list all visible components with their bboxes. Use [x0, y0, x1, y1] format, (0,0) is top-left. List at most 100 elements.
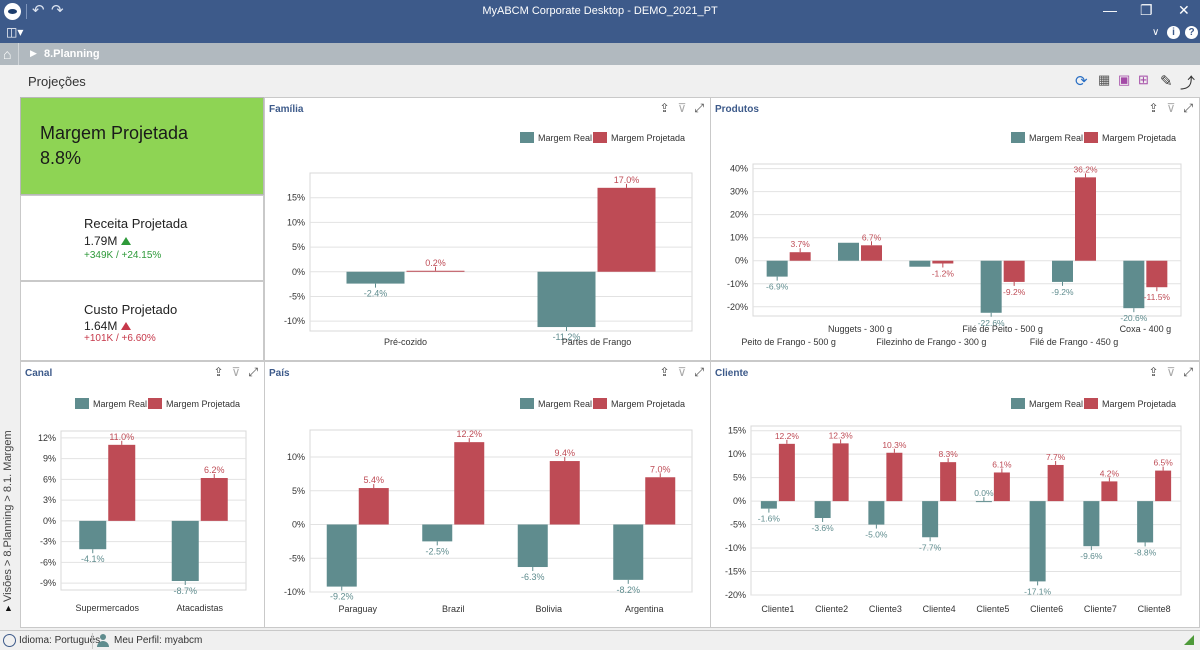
data-label: 4.2% — [1100, 468, 1120, 478]
data-label: -17.1% — [1024, 586, 1051, 596]
breadcrumb-item[interactable]: 8.Planning — [44, 48, 100, 60]
info-icon[interactable]: i — [1167, 26, 1180, 39]
y-tick-label: 3% — [43, 495, 56, 505]
chart-legend: Margem Real Margem Projetada — [1011, 132, 1176, 143]
legend-swatch-projetada — [1084, 132, 1098, 143]
kpi-label: Custo Projetado — [84, 302, 178, 317]
data-label: -6.9% — [766, 282, 789, 292]
resize-grip-icon[interactable] — [1184, 635, 1194, 645]
minimize-button[interactable]: — — [1103, 2, 1117, 18]
x-category-label: Supermercados — [75, 603, 139, 613]
data-label: -6.3% — [521, 572, 545, 582]
side-navigation-tab[interactable]: Visões > 8.Planning > 8.1. Margem ▲ — [0, 97, 19, 627]
bar-projetada — [993, 472, 1010, 502]
help-icon[interactable]: ? — [1185, 26, 1198, 39]
x-category-label: Partes de Frango — [562, 337, 632, 347]
export-icon[interactable]: ⇪ — [1148, 365, 1159, 379]
chevron-down-icon[interactable]: ∨ — [1152, 27, 1160, 38]
layout-menu-icon[interactable]: ◫▾ — [6, 25, 24, 39]
data-label: -9.6% — [1080, 551, 1103, 561]
home-icon[interactable]: ⌂ — [3, 46, 12, 62]
data-label: 8.3% — [938, 449, 958, 459]
x-category-label: Filé de Frango - 450 g — [1030, 337, 1119, 347]
x-category-label: Filezinho de Frango - 300 g — [876, 337, 986, 347]
expand-arrow-icon[interactable]: ▲ — [4, 603, 13, 613]
panel-toolbar: ⇪ ⊽ ⤢ — [652, 101, 704, 116]
maximize-icon[interactable]: ⤢ — [694, 365, 704, 379]
refresh-icon[interactable]: ⟳ — [1075, 73, 1088, 90]
y-tick-label: -5% — [289, 553, 305, 563]
data-label: 11.0% — [109, 432, 134, 442]
data-label: 6.7% — [862, 232, 882, 242]
data-label: -20.6% — [1120, 313, 1147, 323]
bar-real — [814, 501, 831, 519]
bar-projetada — [406, 270, 465, 272]
trend-up-icon — [121, 322, 132, 330]
export-icon[interactable]: ⇪ — [213, 365, 224, 379]
filter-clear-icon[interactable]: ⊽ — [1166, 365, 1176, 379]
command-bar: ◫▾ ∨ i ? — [0, 23, 1200, 43]
bar-real — [766, 260, 788, 277]
legend-label-projetada: Margem Projetada — [611, 133, 685, 143]
data-label: 6.5% — [1153, 458, 1173, 468]
redo-icon[interactable]: ↷ — [51, 2, 64, 19]
bar-projetada — [108, 444, 136, 521]
filter-clear-icon[interactable]: ⊽ — [231, 365, 241, 379]
legend-label-real: Margem Real — [538, 399, 592, 409]
kpi-delta: +349K / +24.15% — [84, 250, 162, 261]
filter-clear-icon[interactable]: ⊽ — [1166, 101, 1176, 115]
bar-projetada — [789, 252, 811, 261]
legend-label-real: Margem Real — [1029, 133, 1083, 143]
y-tick-label: 5% — [292, 486, 305, 496]
filter-clear-icon[interactable]: ⊽ — [677, 365, 687, 379]
grid-icon[interactable]: ▦ — [1098, 72, 1111, 87]
panel-canal: Margem Real Margem Projetada -9% -6% -3% 0% 3%… — [20, 361, 265, 628]
data-label: -11.5% — [1144, 292, 1171, 302]
export-icon[interactable]: ⇪ — [1148, 101, 1159, 115]
share-icon[interactable]: ⤴ — [1180, 75, 1196, 92]
bar-projetada — [861, 245, 882, 261]
undo-icon[interactable]: ↶ — [32, 2, 45, 19]
maximize-icon[interactable]: ⤢ — [1183, 101, 1193, 115]
chart-canal: Margem Real Margem Projetada -9% -6% -3% 0% 3%… — [38, 398, 247, 613]
bar-real — [975, 501, 992, 503]
y-tick-label: 0% — [292, 267, 305, 277]
x-category-label: Cliente5 — [976, 604, 1009, 614]
maximize-icon[interactable]: ⤢ — [694, 101, 704, 115]
bar-projetada — [886, 452, 903, 502]
x-category-label: Cliente4 — [923, 604, 956, 614]
y-tick-label: 10% — [728, 449, 746, 459]
kpi-margem-projetada: Margem Projetada 8.8% — [20, 97, 264, 195]
data-label: -9.2% — [1003, 287, 1026, 297]
restore-button[interactable]: ❐ — [1140, 2, 1153, 18]
data-label: 7.0% — [650, 464, 671, 474]
edit-icon[interactable]: ✎ — [1160, 73, 1173, 90]
maximize-icon[interactable]: ⤢ — [248, 365, 258, 379]
data-label: -7.7% — [919, 542, 942, 552]
legend-label-real: Margem Real — [93, 399, 147, 409]
legend-label-projetada: Margem Projetada — [166, 399, 240, 409]
legend-swatch-real — [1011, 132, 1025, 143]
language-status[interactable]: Idioma: Português — [19, 635, 101, 646]
divider — [18, 43, 19, 65]
status-bar: Idioma: Português Meu Perfil: myabcm — [0, 630, 1200, 650]
bar-real — [909, 260, 931, 267]
bar-real — [1137, 501, 1154, 543]
kpi-value-text: 1.64M — [84, 319, 118, 333]
data-label: 7.7% — [1046, 452, 1066, 462]
x-category-label: Cliente7 — [1084, 604, 1117, 614]
save-as-icon[interactable]: ⊞ — [1138, 72, 1149, 87]
profile-status[interactable]: Meu Perfil: myabcm — [114, 635, 203, 646]
y-tick-label: 10% — [287, 452, 305, 462]
y-tick-label: 10% — [287, 217, 305, 227]
kpi-value: 8.8% — [40, 148, 82, 168]
close-button[interactable]: ✕ — [1178, 2, 1190, 18]
data-label: 6.1% — [992, 459, 1012, 469]
x-category-label: Cliente2 — [815, 604, 848, 614]
maximize-icon[interactable]: ⤢ — [1183, 365, 1193, 379]
export-icon[interactable]: ⇪ — [659, 101, 670, 115]
save-icon[interactable]: ▣ — [1118, 72, 1131, 87]
y-tick-label: 40% — [730, 164, 748, 174]
export-icon[interactable]: ⇪ — [659, 365, 670, 379]
filter-clear-icon[interactable]: ⊽ — [677, 101, 687, 115]
